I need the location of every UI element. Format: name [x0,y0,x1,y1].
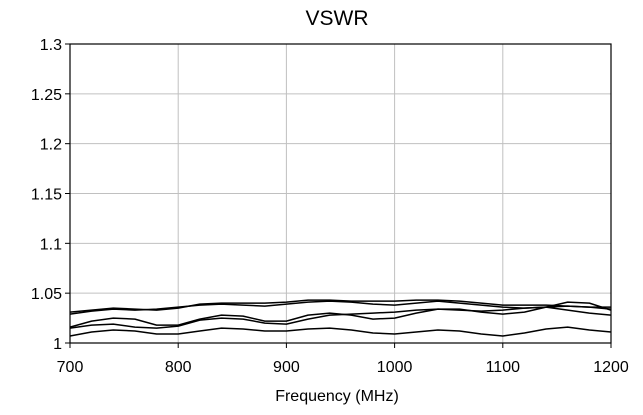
x-tick-label: 1100 [486,359,521,376]
y-tick-label: 1 [53,336,62,353]
x-tick-label: 1200 [593,359,629,376]
chart-title: VSWR [306,7,369,30]
y-tick-label: 1.05 [31,286,62,303]
grid-lines [70,44,611,343]
x-axis-ticks: 700 800 900 1000 1100 1200 [57,343,629,376]
x-tick-label: 1000 [377,359,413,376]
series-line-4 [69,306,612,329]
series-line-5 [69,326,612,337]
series-lines [69,299,612,337]
series-line-1 [69,299,611,313]
y-axis-ticks: 1 1.05 1.1 1.15 1.2 1.25 1.3 [31,37,70,353]
x-tick-label: 800 [165,359,192,376]
y-tick-label: 1.2 [40,137,62,154]
y-tick-label: 1.25 [31,87,62,104]
y-tick-label: 1.3 [40,37,62,54]
x-axis-title: Frequency (MHz) [275,388,399,405]
y-tick-label: 1.15 [31,187,62,204]
x-tick-label: 700 [57,359,84,376]
x-tick-label: 900 [273,359,300,376]
y-tick-label: 1.1 [40,236,62,253]
